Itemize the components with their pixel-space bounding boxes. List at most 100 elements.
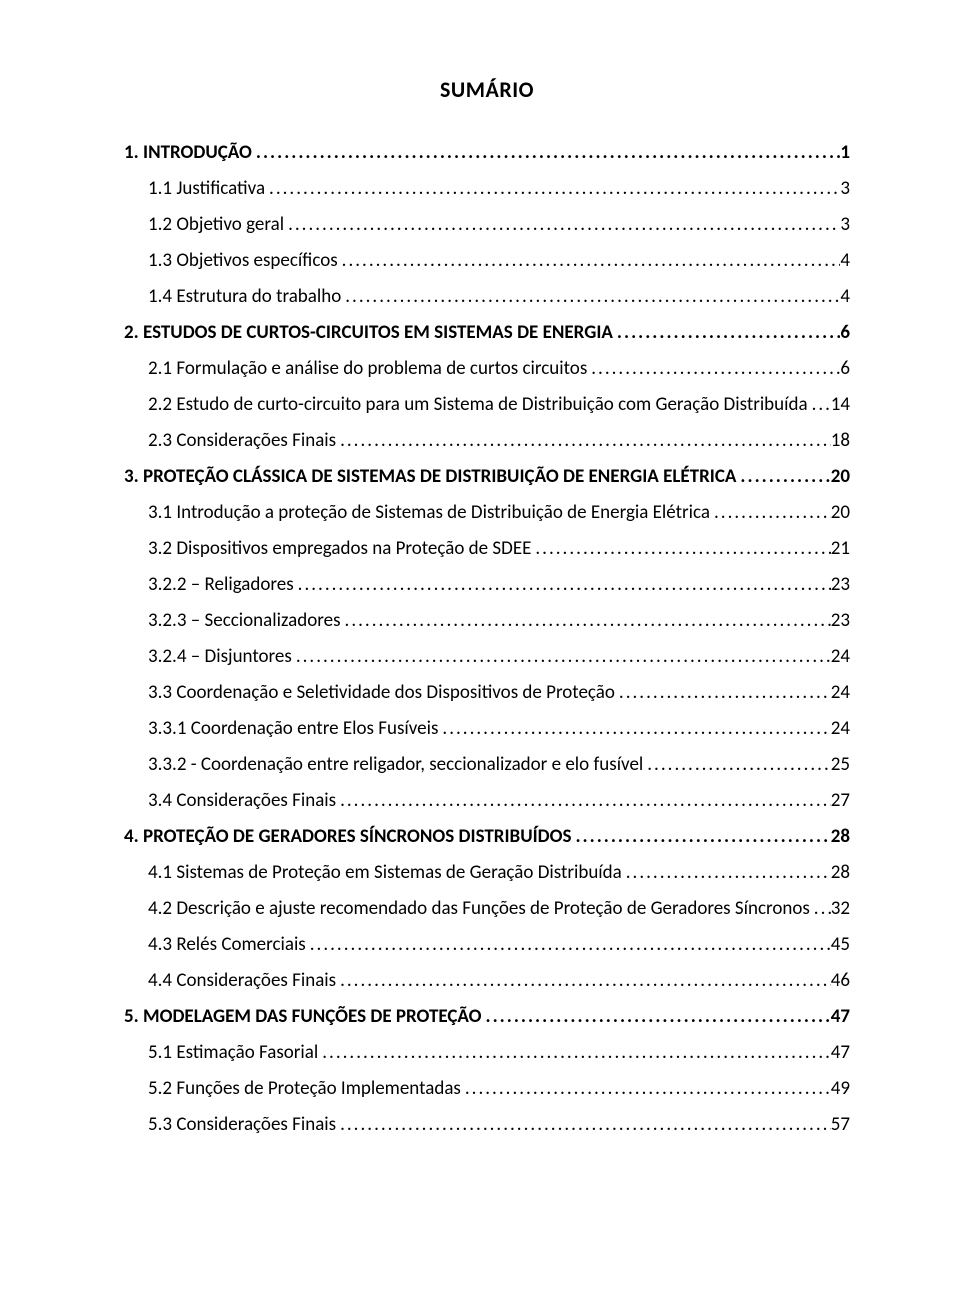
toc-entry[interactable]: 1.2 Objetivo geral 3 [124, 213, 850, 236]
toc-entry-page: 20 [831, 501, 850, 524]
toc-entry[interactable]: 3.2.4 – Disjuntores 24 [124, 645, 850, 668]
toc-entry-page: 47 [831, 1005, 850, 1028]
toc-entry-page: 47 [831, 1041, 850, 1064]
toc-entry-label: 1.4 Estrutura do trabalho [148, 285, 341, 308]
toc-entry-label: 4.3 Relés Comerciais [148, 933, 306, 956]
toc-entry-page: 1 [840, 141, 850, 164]
toc-entry-page: 32 [831, 897, 850, 920]
toc-leader-dots [808, 393, 831, 416]
toc-entry[interactable]: 3.2.3 – Seccionalizadores 23 [124, 609, 850, 632]
toc-leader-dots [292, 645, 831, 668]
toc-entry-label: 3.2.3 – Seccionalizadores [148, 609, 341, 632]
toc-entry-page: 24 [831, 645, 850, 668]
toc-leader-dots [284, 213, 840, 236]
toc-entry-page: 4 [840, 285, 850, 308]
toc-entry[interactable]: 5. MODELAGEM DAS FUNÇÕES DE PROTEÇÃO 47 [124, 1005, 850, 1028]
toc-entry[interactable]: 3. PROTEÇÃO CLÁSSICA DE SISTEMAS DE DIST… [124, 465, 850, 488]
toc-leader-dots [338, 249, 841, 272]
toc-entry[interactable]: 4. PROTEÇÃO DE GERADORES SÍNCRONOS DISTR… [124, 825, 850, 848]
toc-entry-page: 45 [831, 933, 850, 956]
toc-leader-dots [531, 537, 830, 560]
toc-entry[interactable]: 3.4 Considerações Finais 27 [124, 789, 850, 812]
toc-entry-label: 3.2.2 – Religadores [148, 573, 294, 596]
toc-entry-page: 21 [831, 537, 850, 560]
toc-entry[interactable]: 1. INTRODUÇÃO 1 [124, 141, 850, 164]
toc-container: 1. INTRODUÇÃO 1 1.1 Justificativa 3 1.2 Ob… [124, 141, 850, 1136]
toc-entry-page: 3 [840, 177, 850, 200]
toc-entry[interactable]: 2. ESTUDOS DE CURTOS-CIRCUITOS EM SISTEM… [124, 321, 850, 344]
toc-entry[interactable]: 3.3.1 Coordenação entre Elos Fusíveis 24 [124, 717, 850, 740]
toc-leader-dots [461, 1077, 831, 1100]
toc-entry[interactable]: 4.4 Considerações Finais 46 [124, 969, 850, 992]
toc-entry-label: 3.3.1 Coordenação entre Elos Fusíveis [148, 717, 438, 740]
toc-entry-label: 3.2 Dispositivos empregados na Proteção … [148, 537, 531, 560]
toc-leader-dots [294, 573, 831, 596]
toc-entry-label: 1. INTRODUÇÃO [124, 141, 252, 164]
toc-entry[interactable]: 1.3 Objetivos específicos 4 [124, 249, 850, 272]
toc-entry-page: 25 [831, 753, 850, 776]
toc-entry[interactable]: 1.1 Justificativa 3 [124, 177, 850, 200]
toc-leader-dots [341, 609, 831, 632]
toc-entry-label: 5.1 Estimação Fasorial [148, 1041, 318, 1064]
toc-leader-dots [318, 1041, 831, 1064]
toc-entry-page: 57 [831, 1113, 850, 1136]
toc-entry-label: 2.3 Considerações Finais [148, 429, 336, 452]
toc-entry[interactable]: 3.1 Introdução a proteção de Sistemas de… [124, 501, 850, 524]
toc-leader-dots [643, 753, 830, 776]
toc-entry-page: 24 [831, 717, 850, 740]
toc-leader-dots [710, 501, 831, 524]
toc-leader-dots [482, 1005, 831, 1028]
toc-entry-page: 24 [831, 681, 850, 704]
toc-entry-label: 4. PROTEÇÃO DE GERADORES SÍNCRONOS DISTR… [124, 825, 571, 848]
toc-entry[interactable]: 2.3 Considerações Finais 18 [124, 429, 850, 452]
toc-entry-label: 5.2 Funções de Proteção Implementadas [148, 1077, 461, 1100]
toc-entry[interactable]: 2.2 Estudo de curto-circuito para um Sis… [124, 393, 850, 416]
toc-leader-dots [615, 681, 831, 704]
toc-leader-dots [438, 717, 830, 740]
toc-entry[interactable]: 5.3 Considerações Finais 57 [124, 1113, 850, 1136]
toc-entry[interactable]: 2.1 Formulação e análise do problema de … [124, 357, 850, 380]
toc-entry-label: 2. ESTUDOS DE CURTOS-CIRCUITOS EM SISTEM… [124, 321, 613, 344]
toc-entry-page: 20 [831, 465, 850, 488]
document-page: SUMÁRIO 1. INTRODUÇÃO 1 1.1 Justificativa… [0, 0, 960, 1312]
toc-leader-dots [810, 897, 831, 920]
toc-entry-label: 5. MODELAGEM DAS FUNÇÕES DE PROTEÇÃO [124, 1005, 482, 1028]
toc-leader-dots [622, 861, 831, 884]
toc-entry[interactable]: 5.1 Estimação Fasorial 47 [124, 1041, 850, 1064]
toc-entry[interactable]: 4.3 Relés Comerciais 45 [124, 933, 850, 956]
toc-entry-label: 3.3.2 - Coordenação entre religador, sec… [148, 753, 643, 776]
toc-entry-label: 5.3 Considerações Finais [148, 1113, 336, 1136]
toc-entry-page: 14 [831, 393, 850, 416]
toc-entry-label: 2.1 Formulação e análise do problema de … [148, 357, 587, 380]
toc-entry[interactable]: 3.2 Dispositivos empregados na Proteção … [124, 537, 850, 560]
toc-entry-page: 27 [831, 789, 850, 812]
toc-entry-label: 2.2 Estudo de curto-circuito para um Sis… [148, 393, 808, 416]
toc-entry[interactable]: 4.1 Sistemas de Proteção em Sistemas de … [124, 861, 850, 884]
toc-entry-label: 3.3 Coordenação e Seletividade dos Dispo… [148, 681, 615, 704]
toc-entry-label: 3.2.4 – Disjuntores [148, 645, 292, 668]
toc-entry-page: 28 [831, 825, 850, 848]
toc-leader-dots [571, 825, 830, 848]
toc-entry-page: 4 [840, 249, 850, 272]
toc-entry[interactable]: 4.2 Descrição e ajuste recomendado das F… [124, 897, 850, 920]
toc-entry-label: 1.3 Objetivos específicos [148, 249, 338, 272]
toc-entry-page: 23 [831, 609, 850, 632]
toc-entry[interactable]: 5.2 Funções de Proteção Implementadas 49 [124, 1077, 850, 1100]
toc-entry-label: 4.2 Descrição e ajuste recomendado das F… [148, 897, 810, 920]
toc-leader-dots [252, 141, 840, 164]
toc-leader-dots [336, 969, 831, 992]
toc-entry-page: 18 [831, 429, 850, 452]
toc-leader-dots [336, 789, 831, 812]
toc-leader-dots [265, 177, 840, 200]
page-title: SUMÁRIO [124, 76, 850, 103]
toc-entry[interactable]: 3.3 Coordenação e Seletividade dos Dispo… [124, 681, 850, 704]
toc-entry-page: 3 [840, 213, 850, 236]
toc-leader-dots [736, 465, 830, 488]
toc-entry-label: 4.4 Considerações Finais [148, 969, 336, 992]
toc-entry-page: 6 [840, 357, 850, 380]
toc-entry-page: 49 [831, 1077, 850, 1100]
toc-entry[interactable]: 3.2.2 – Religadores 23 [124, 573, 850, 596]
toc-entry[interactable]: 3.3.2 - Coordenação entre religador, sec… [124, 753, 850, 776]
toc-entry-page: 28 [831, 861, 850, 884]
toc-entry[interactable]: 1.4 Estrutura do trabalho 4 [124, 285, 850, 308]
